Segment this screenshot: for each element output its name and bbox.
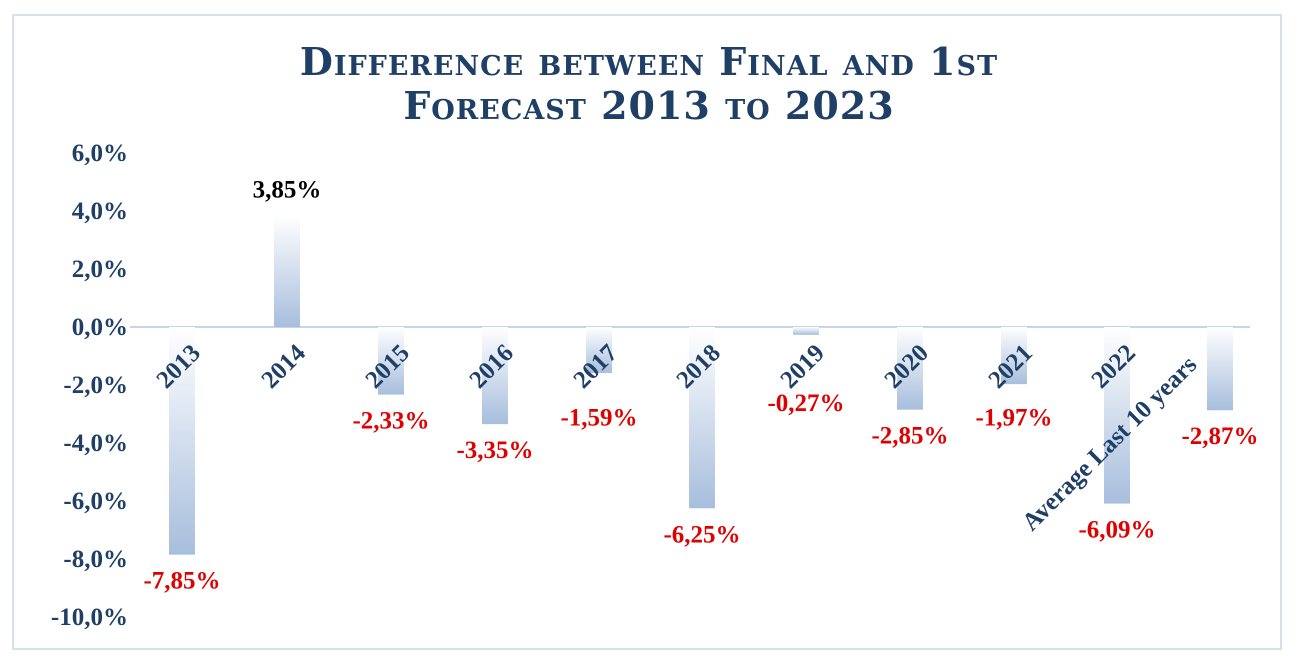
data-labels: -7,85% 3,85% -2,33% -3,35% -1,59% -6,25% -0,27… <box>143 176 1258 594</box>
bars-group <box>169 215 1233 555</box>
bar <box>274 215 300 327</box>
y-tick-label: -2,0% <box>63 372 128 399</box>
data-label: -2,33% <box>352 408 429 435</box>
bar <box>897 327 923 410</box>
data-label: -2,87% <box>1181 423 1258 450</box>
category-label: 2020 <box>879 339 933 393</box>
category-label: 2017 <box>568 339 622 393</box>
bar <box>586 327 612 374</box>
category-label: 2019 <box>775 339 829 393</box>
y-tick-label: 6,0% <box>72 140 128 167</box>
bar <box>1207 327 1233 411</box>
bar <box>378 327 404 395</box>
chart-frame <box>12 14 1282 650</box>
y-tick-label: -4,0% <box>63 430 128 457</box>
y-tick-label: 4,0% <box>72 198 128 225</box>
y-axis: 6,0% 4,0% 2,0% 0,0% -2,0% -4,0% -6,0% -8,0% -10,… <box>51 140 128 631</box>
category-label: 2022 <box>1086 339 1140 393</box>
data-label: -7,85% <box>143 568 220 595</box>
data-label: -1,97% <box>975 405 1052 432</box>
category-label: 2021 <box>983 339 1037 393</box>
data-label: 3,85% <box>253 176 322 203</box>
y-tick-label: 2,0% <box>72 256 128 283</box>
y-tick-label: -10,0% <box>51 604 128 631</box>
data-label: -2,85% <box>871 423 948 450</box>
chart-title: Difference between Final and 1st Forecas… <box>0 40 1298 128</box>
data-label: -3,35% <box>456 437 533 464</box>
category-label: 2016 <box>464 339 518 393</box>
chart-title-line2: Forecast 2013 to 2023 <box>403 83 895 128</box>
bar <box>1001 327 1027 385</box>
category-label: 2015 <box>360 339 414 393</box>
bar <box>1104 327 1130 504</box>
bar <box>793 327 819 335</box>
bar <box>689 327 715 509</box>
category-label: 2014 <box>256 339 311 394</box>
category-labels: 2013 2014 2015 2016 2017 2018 2019 2020 2021 2022… <box>151 339 1202 536</box>
y-tick-label: -6,0% <box>63 488 128 515</box>
data-label: -6,09% <box>1078 517 1155 544</box>
data-label: -0,27% <box>767 390 844 417</box>
category-label: 2018 <box>671 339 725 393</box>
data-label: -1,59% <box>560 405 637 432</box>
category-label: 2013 <box>151 339 205 393</box>
bar <box>482 327 508 425</box>
data-label: -6,25% <box>663 521 740 548</box>
y-tick-label: 0,0% <box>72 314 128 341</box>
chart-title-line1: Difference between Final and 1st <box>299 39 999 84</box>
bar <box>169 327 195 555</box>
y-tick-label: -8,0% <box>63 546 128 573</box>
